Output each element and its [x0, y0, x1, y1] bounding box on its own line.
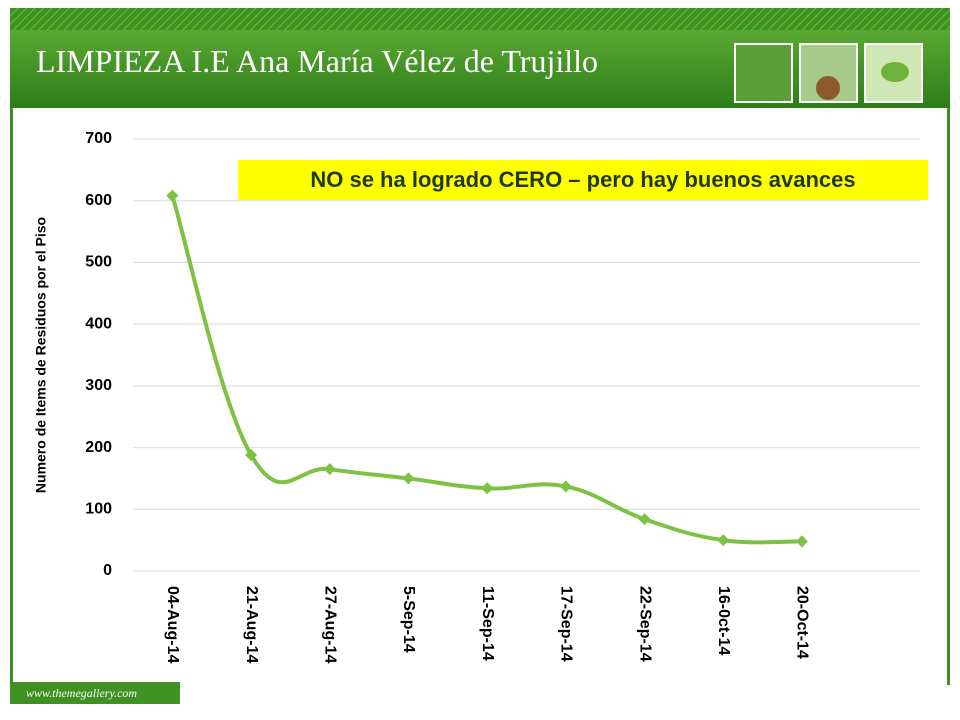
data-line [170, 195, 802, 545]
y-tick-label: 400 [85, 315, 112, 332]
data-point [638, 513, 651, 526]
footer-text: www.themegallery.com [26, 686, 137, 700]
annotation: NO se ha logrado CERO – pero hay buenos … [310, 167, 855, 192]
data-point [795, 535, 808, 548]
data-point [481, 482, 494, 495]
y-tick-label: 600 [85, 192, 112, 209]
y-tick-label: 0 [103, 562, 112, 579]
data-point [245, 448, 258, 461]
x-tick-label: 11-Sep-14 [479, 586, 496, 661]
y-tick-label: 200 [85, 439, 112, 456]
annotation-box [238, 160, 928, 200]
data-point [323, 463, 336, 476]
data-point [402, 472, 415, 485]
y-tick-label: 700 [85, 130, 112, 147]
header-image-detail [816, 76, 840, 100]
slide-title: LIMPIEZA I.E Ana María Vélez de Trujillo [36, 43, 598, 79]
frame-left [10, 108, 13, 685]
x-tick-label: 21-Aug-14 [243, 586, 260, 663]
header-band [10, 30, 950, 108]
frame-right [947, 108, 950, 685]
x-tick-label: 20-Oct-14 [794, 586, 811, 659]
y-tick-label: 500 [85, 254, 112, 271]
y-tick-label: 100 [85, 501, 112, 518]
header-image-detail [881, 62, 909, 82]
data-point [717, 534, 730, 547]
x-tick-label: 27-Aug-14 [322, 586, 339, 663]
x-tick-label: 17-Sep-14 [558, 586, 575, 662]
data-point [559, 480, 572, 493]
x-tick-label: 5-Sep-14 [400, 586, 417, 653]
header-strip [10, 8, 950, 34]
x-tick-label: 16-0ct-14 [715, 586, 732, 655]
x-tick-label: 22-Sep-14 [636, 586, 653, 662]
y-axis-label: Numero de Items de Residuos por el Piso [33, 217, 49, 493]
header-image [734, 43, 793, 103]
x-tick-label: 04-Aug-14 [164, 586, 181, 663]
footer-band [10, 682, 180, 704]
y-tick-label: 300 [85, 377, 112, 394]
data-point [166, 189, 179, 202]
plot: 0 100 200 300 400 500 600 700 Numero de Items de… [33, 130, 928, 663]
